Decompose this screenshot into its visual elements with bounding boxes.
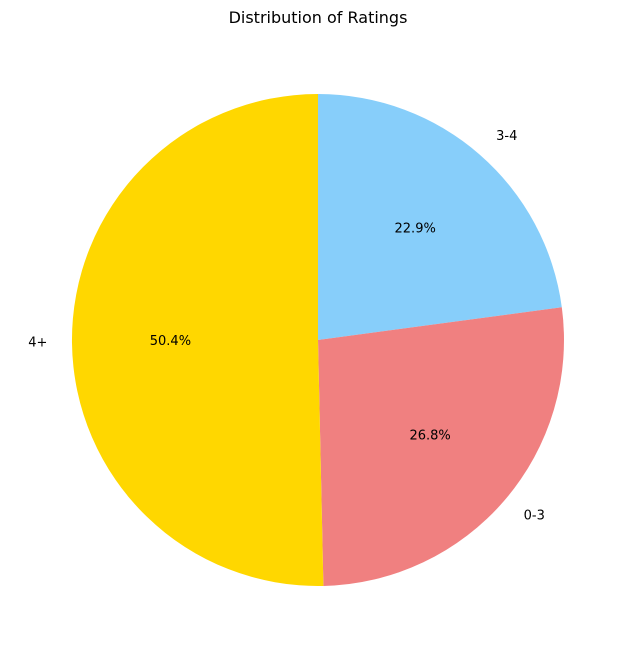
pie-slices: [71, 94, 564, 587]
slice-category-label: 4+: [28, 335, 47, 350]
slice-category-label: 0-3: [524, 508, 545, 523]
slice-percent-label: 50.4%: [150, 334, 191, 349]
chart-title: Distribution of Ratings: [229, 8, 408, 27]
pie-slice-3-4: [318, 94, 562, 340]
slice-category-label: 3-4: [496, 129, 517, 144]
pie-slice-0-3: [318, 307, 564, 586]
pie-slice-4-: [71, 94, 324, 587]
pie-labels: 3-4 22.9% 0-3 26.8% 4+ 50.4%: [28, 129, 545, 524]
slice-percent-label: 22.9%: [395, 221, 436, 236]
slice-percent-label: 26.8%: [409, 428, 450, 443]
